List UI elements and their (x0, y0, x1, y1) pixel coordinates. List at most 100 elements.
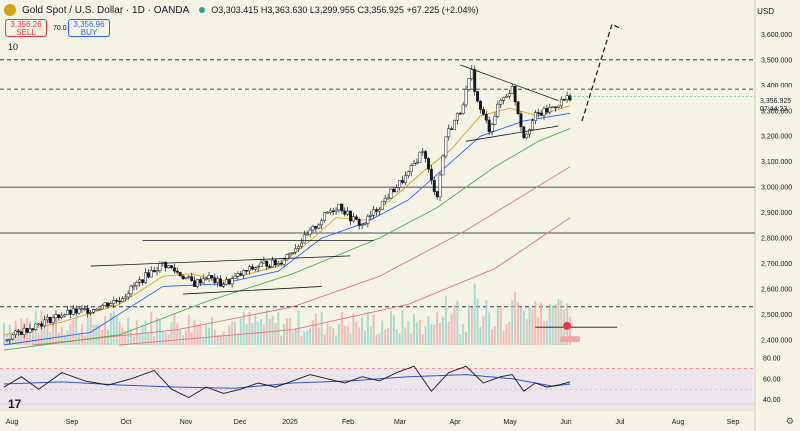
candle-body (386, 197, 390, 200)
y-tick-label: 3,600.000 (761, 32, 792, 39)
candle-body (204, 278, 208, 280)
volume-bar (219, 334, 222, 345)
candle-body (198, 279, 202, 284)
candle-body (245, 270, 249, 272)
volume-bar (164, 332, 167, 345)
candle-body (340, 203, 344, 212)
candle-body (141, 279, 145, 283)
candle-body (60, 315, 64, 318)
volume-bar (387, 328, 390, 345)
volume-bar (314, 313, 317, 345)
candle-body (481, 109, 485, 115)
candle-body (441, 155, 445, 176)
last-price-label: 3,356.925 07:44:23 (760, 98, 791, 114)
y-tick-label: 3,400.000 (761, 83, 792, 90)
volume-bar (415, 322, 418, 345)
volume-bar (303, 331, 306, 345)
buy-button[interactable]: 3,356.96 BUY (68, 19, 110, 37)
candle-body (432, 179, 436, 192)
y-tick-label: 3,100.000 (761, 159, 792, 166)
volume-bar (332, 327, 335, 345)
volume-bar (80, 324, 83, 345)
candle-body (112, 300, 116, 304)
volume-bar (89, 310, 92, 345)
candle-body (210, 275, 214, 279)
volume-bar (337, 324, 340, 345)
volume-bar (141, 324, 144, 345)
candle-body (178, 272, 182, 277)
volume-bar (8, 324, 11, 345)
candle-body (458, 113, 462, 115)
buy-price: 3,356.96 (73, 20, 105, 29)
drawing-line (465, 125, 559, 142)
volume-bar (389, 311, 392, 345)
buy-label: BUY (80, 28, 98, 37)
volume-bar (234, 322, 237, 345)
volume-bar (540, 302, 543, 345)
volume-bar (265, 309, 268, 345)
volume-bar (132, 336, 135, 345)
candle-body (525, 133, 529, 139)
candle-body (164, 261, 168, 269)
volume-bar (346, 326, 349, 345)
candle-body (533, 112, 537, 121)
candle-body (66, 309, 69, 316)
volume-bar (444, 295, 447, 345)
candle-body (499, 100, 503, 105)
currency-selector[interactable]: USD (757, 7, 774, 16)
volume-bar (222, 331, 225, 345)
volume-bar (335, 335, 338, 345)
candle-body (51, 317, 55, 323)
volume-bar (118, 321, 121, 345)
candle-body (219, 278, 223, 287)
candle-body (438, 174, 442, 198)
candle-body (343, 210, 347, 215)
candle-body (479, 100, 482, 110)
candle-body (320, 220, 324, 226)
projection-arrow (581, 23, 623, 122)
x-tick-label: Oct (121, 419, 132, 426)
volume-bar (306, 330, 309, 345)
volume-bar (505, 324, 508, 345)
indicator-legend[interactable]: 10 (8, 42, 19, 52)
volume-bar (52, 324, 55, 345)
last-price: 3,356.925 (760, 98, 792, 105)
volume-bar (135, 320, 138, 345)
volume-bar (554, 304, 557, 345)
candle-body (476, 91, 480, 102)
volume-bar (476, 298, 479, 345)
candle-body (25, 327, 29, 333)
volume-bar (311, 320, 314, 345)
drawing-line (90, 255, 351, 267)
volume-bar (196, 325, 199, 345)
gear-icon[interactable]: ⚙ (785, 416, 794, 426)
candle-body (502, 97, 506, 101)
volume-bar (398, 333, 401, 345)
candle-body (22, 327, 26, 335)
candle-body (271, 259, 275, 268)
candle-body (54, 314, 58, 319)
candle-body (184, 277, 188, 279)
candle-body (259, 262, 263, 268)
candle-body (398, 180, 402, 188)
volume-bar (517, 302, 520, 345)
candle-body (392, 188, 396, 193)
sell-button[interactable]: 3,356.26 SELL (5, 19, 47, 37)
candle-body (28, 328, 32, 333)
countdown: 07:44:23 (760, 106, 788, 113)
candle-body (311, 226, 315, 231)
volume-bar (537, 317, 540, 345)
candle-body (354, 216, 358, 220)
symbol-title[interactable]: Gold Spot / U.S. Dollar · 1D · OANDA (22, 4, 190, 16)
volume-bar (329, 325, 332, 345)
volume-bar (236, 333, 239, 345)
volume-bar (473, 283, 476, 345)
candle-body (496, 104, 500, 117)
candle-body (248, 266, 251, 272)
candle-body (369, 214, 373, 217)
sell-label: SELL (16, 28, 36, 37)
volume-bar (31, 332, 34, 345)
volume-bar (161, 330, 164, 345)
